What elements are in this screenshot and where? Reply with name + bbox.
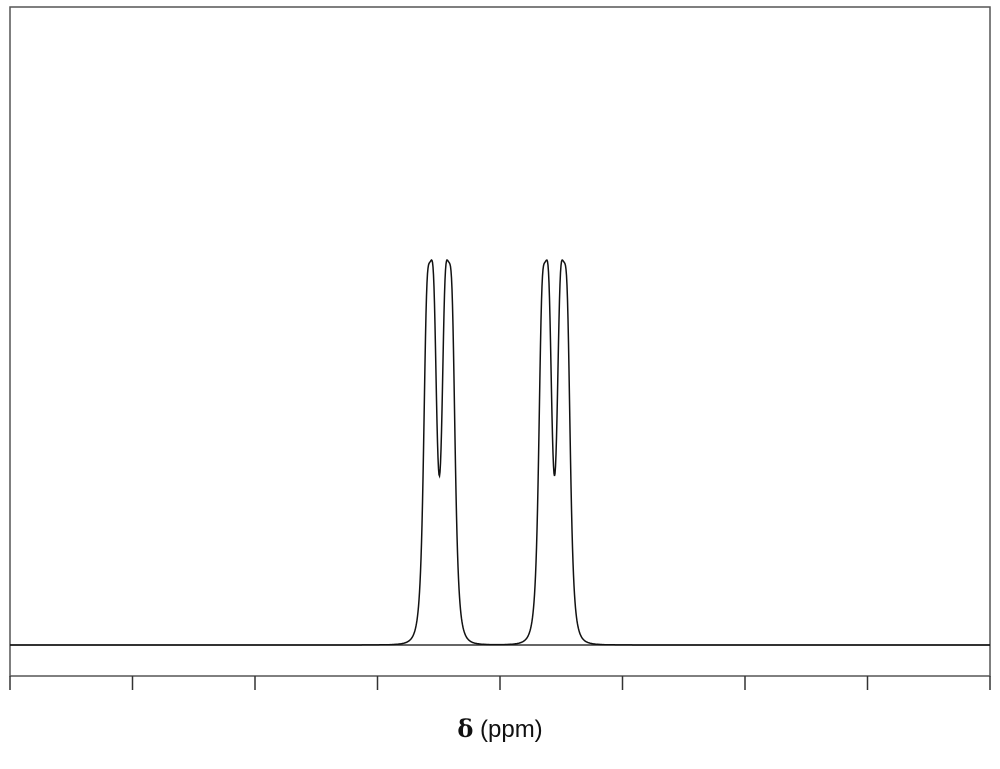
x-axis-unit: (ppm) (480, 716, 543, 743)
x-axis-label: δ (ppm) (0, 714, 1000, 744)
spectrum-line (10, 258, 990, 646)
plot-frame (9, 6, 991, 677)
x-axis-symbol: δ (457, 714, 474, 743)
x-axis-ticks (9, 676, 991, 690)
